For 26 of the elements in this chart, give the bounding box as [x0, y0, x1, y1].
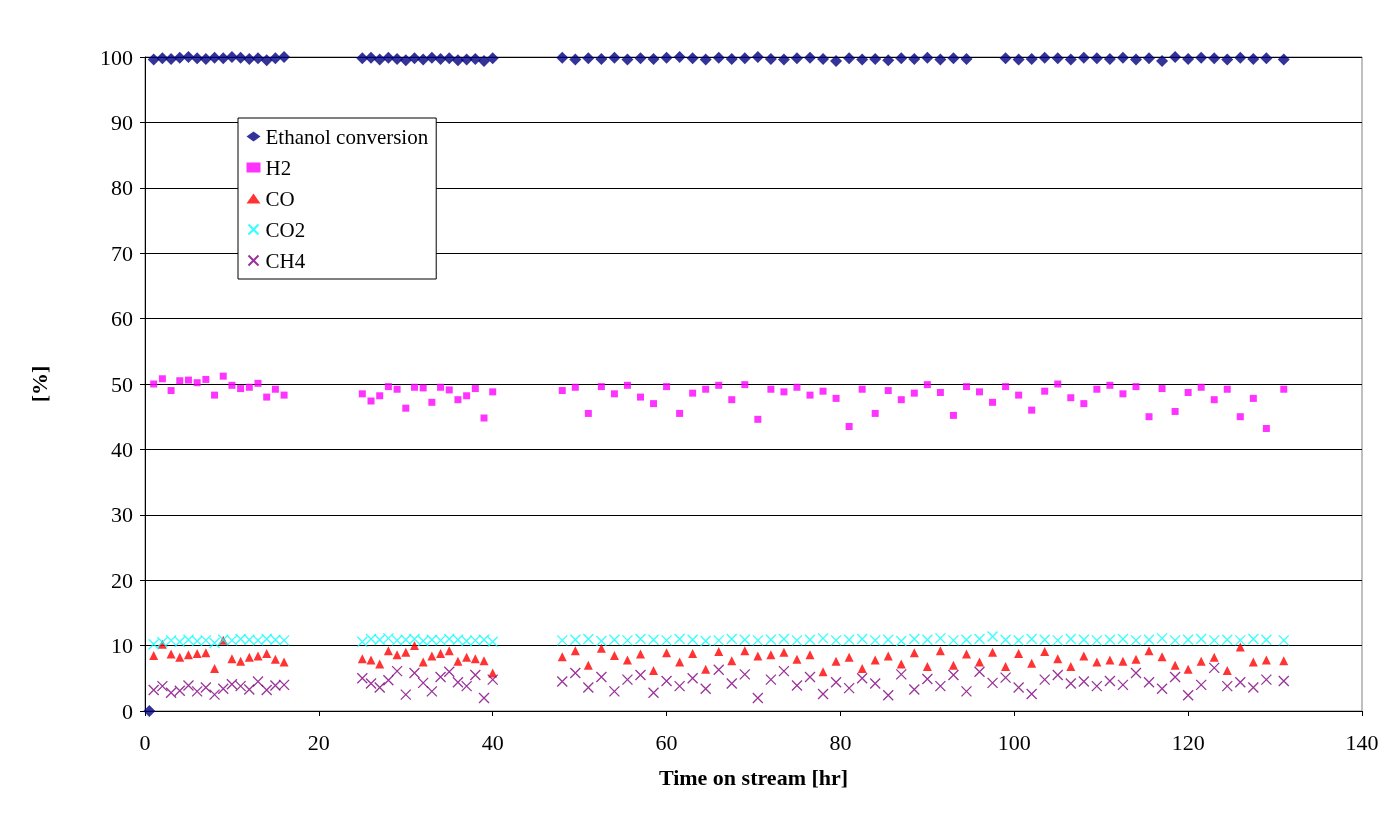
y-tick-label: 100: [100, 44, 133, 70]
y-tick-label: 0: [122, 698, 133, 724]
x-tick-label: 100: [997, 729, 1031, 755]
legend-label: Ethanol conversion: [265, 124, 429, 149]
x-tick-label: 80: [829, 729, 852, 755]
y-axis-title: [%]: [26, 365, 52, 403]
x-axis-title: Time on stream [hr]: [658, 764, 849, 790]
legend-label: H2: [265, 155, 292, 180]
x-tick-label: 0: [139, 729, 151, 755]
x-tick-label: 40: [481, 729, 504, 755]
legend-label: CH4: [265, 248, 306, 273]
x-tick-label: 60: [655, 729, 678, 755]
x-tick-label: 140: [1345, 729, 1379, 755]
y-tick-label: 70: [111, 240, 133, 266]
legend-label: CO2: [265, 217, 306, 242]
x-tick-label: 120: [1171, 729, 1205, 755]
x-tick-label: 20: [307, 729, 330, 755]
y-tick-label: 20: [111, 567, 133, 593]
y-tick-label: 90: [111, 109, 133, 135]
y-tick-label: 50: [111, 371, 133, 397]
y-tick-label: 30: [111, 502, 133, 528]
y-tick-label: 40: [111, 436, 133, 462]
legend-label: CO: [265, 186, 295, 211]
y-tick-label: 80: [111, 175, 133, 201]
y-tick-label: 60: [111, 306, 133, 332]
y-tick-label: 10: [111, 633, 133, 659]
